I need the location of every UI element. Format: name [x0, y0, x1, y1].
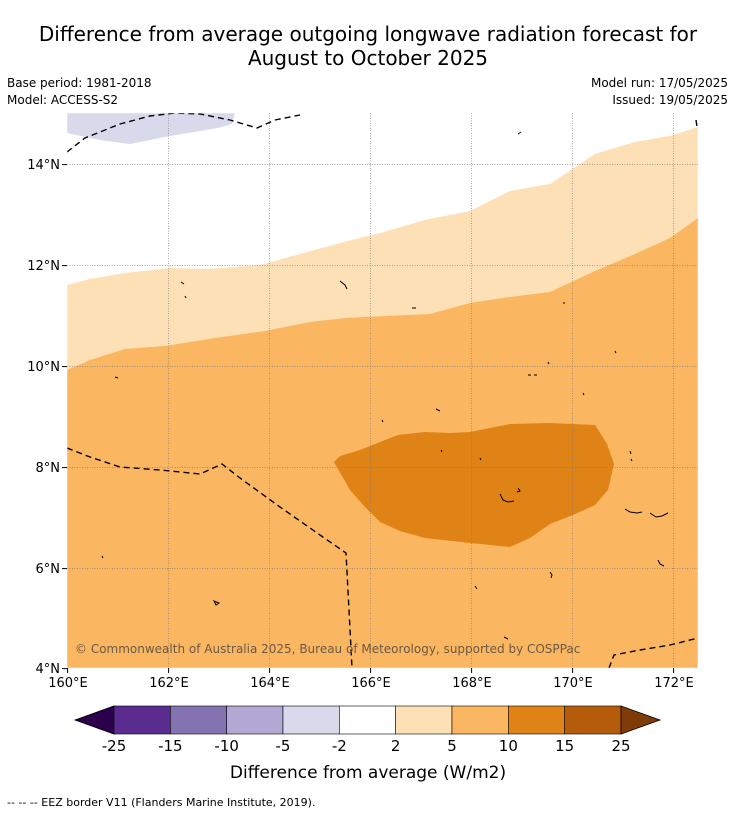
- issued-date: Issued: 19/05/2025: [612, 93, 728, 107]
- contour-10-to-15: [334, 423, 614, 547]
- colorbar-segment: [395, 705, 453, 735]
- colorbar-over-arrow: [620, 705, 662, 735]
- lon-label-170: 170°E: [553, 676, 593, 691]
- colorbar-segment: [226, 705, 284, 735]
- meta-right: Model run: 17/05/2025 Issued: 19/05/2025: [591, 75, 728, 109]
- lat-label-6: 6°N: [36, 562, 61, 577]
- colorbar-label: Difference from average (W/m2): [230, 763, 506, 783]
- base-period: Base period: 1981-2018: [7, 76, 152, 90]
- lat-label-8: 8°N: [36, 461, 61, 476]
- colorbar-tick-label: -10: [214, 737, 239, 755]
- lat-label-12: 12°N: [27, 259, 60, 274]
- colorbar-tick-label: 15: [555, 737, 574, 755]
- map-title: Difference from average outgoing longwav…: [0, 22, 736, 70]
- colorbar-segment: [564, 705, 622, 735]
- eez-legend: -- -- -- EEZ border V11 (Flanders Marine…: [7, 796, 316, 809]
- colorbar-tick-label: -15: [158, 737, 183, 755]
- lon-label-164: 164°E: [250, 676, 290, 691]
- lon-label-160: 160°E: [48, 676, 88, 691]
- title-line-1: Difference from average outgoing longwav…: [38, 22, 698, 46]
- lon-label-162: 162°E: [149, 676, 189, 691]
- lon-label-172: 172°E: [654, 676, 694, 691]
- eez-borders: [67, 113, 698, 668]
- colorbar-segment: [339, 705, 396, 735]
- colorbar-segment: [282, 705, 340, 735]
- colorbar-tick-label: -2: [332, 737, 347, 755]
- meta-left: Base period: 1981-2018 Model: ACCESS-S2: [7, 75, 152, 109]
- colorbar-segment: [451, 705, 509, 735]
- copyright-text: © Commonwealth of Australia 2025, Bureau…: [75, 642, 580, 656]
- contour-neg5-to-neg2: [67, 113, 235, 144]
- colorbar-tick-label: 5: [447, 737, 457, 755]
- longitude-labels: 160°E 162°E 164°E 166°E 168°E 170°E 172°…: [48, 676, 694, 691]
- lat-label-14: 14°N: [27, 158, 60, 173]
- colorbar-segment: [170, 705, 227, 735]
- colorbar-tick-label: 25: [611, 737, 630, 755]
- map-panel: © Commonwealth of Australia 2025, Bureau…: [67, 113, 698, 668]
- colorbar-tick-labels: -25 -15 -10 -5 -2 2 5 10 15 25: [102, 737, 631, 755]
- model-name: Model: ACCESS-S2: [7, 93, 119, 107]
- lon-label-168: 168°E: [452, 676, 492, 691]
- lon-label-166: 166°E: [351, 676, 391, 691]
- colorbar-segments: [113, 705, 622, 735]
- colorbar-tick-label: 2: [391, 737, 401, 755]
- axis-ticks: [62, 164, 675, 673]
- colorbar-tick-label: 10: [499, 737, 518, 755]
- colorbar-under-arrow: [73, 705, 115, 735]
- gridlines: [67, 113, 698, 668]
- lat-label-10: 10°N: [27, 360, 60, 375]
- colorbar-segment: [113, 705, 171, 735]
- model-run: Model run: 17/05/2025: [590, 76, 728, 90]
- colorbar-segment: [508, 705, 565, 735]
- colorbar: -25 -15 -10 -5 -2 2 5 10 15 25 Difference from av…: [73, 705, 662, 783]
- islands: [101, 131, 669, 640]
- latitude-labels: 4°N 6°N 8°N 10°N 12°N 14°N: [27, 158, 60, 677]
- lat-label-4: 4°N: [36, 662, 61, 677]
- colorbar-tick-label: -5: [276, 737, 291, 755]
- colorbar-tick-label: -25: [102, 737, 127, 755]
- title-line-2: August to October 2025: [247, 46, 489, 70]
